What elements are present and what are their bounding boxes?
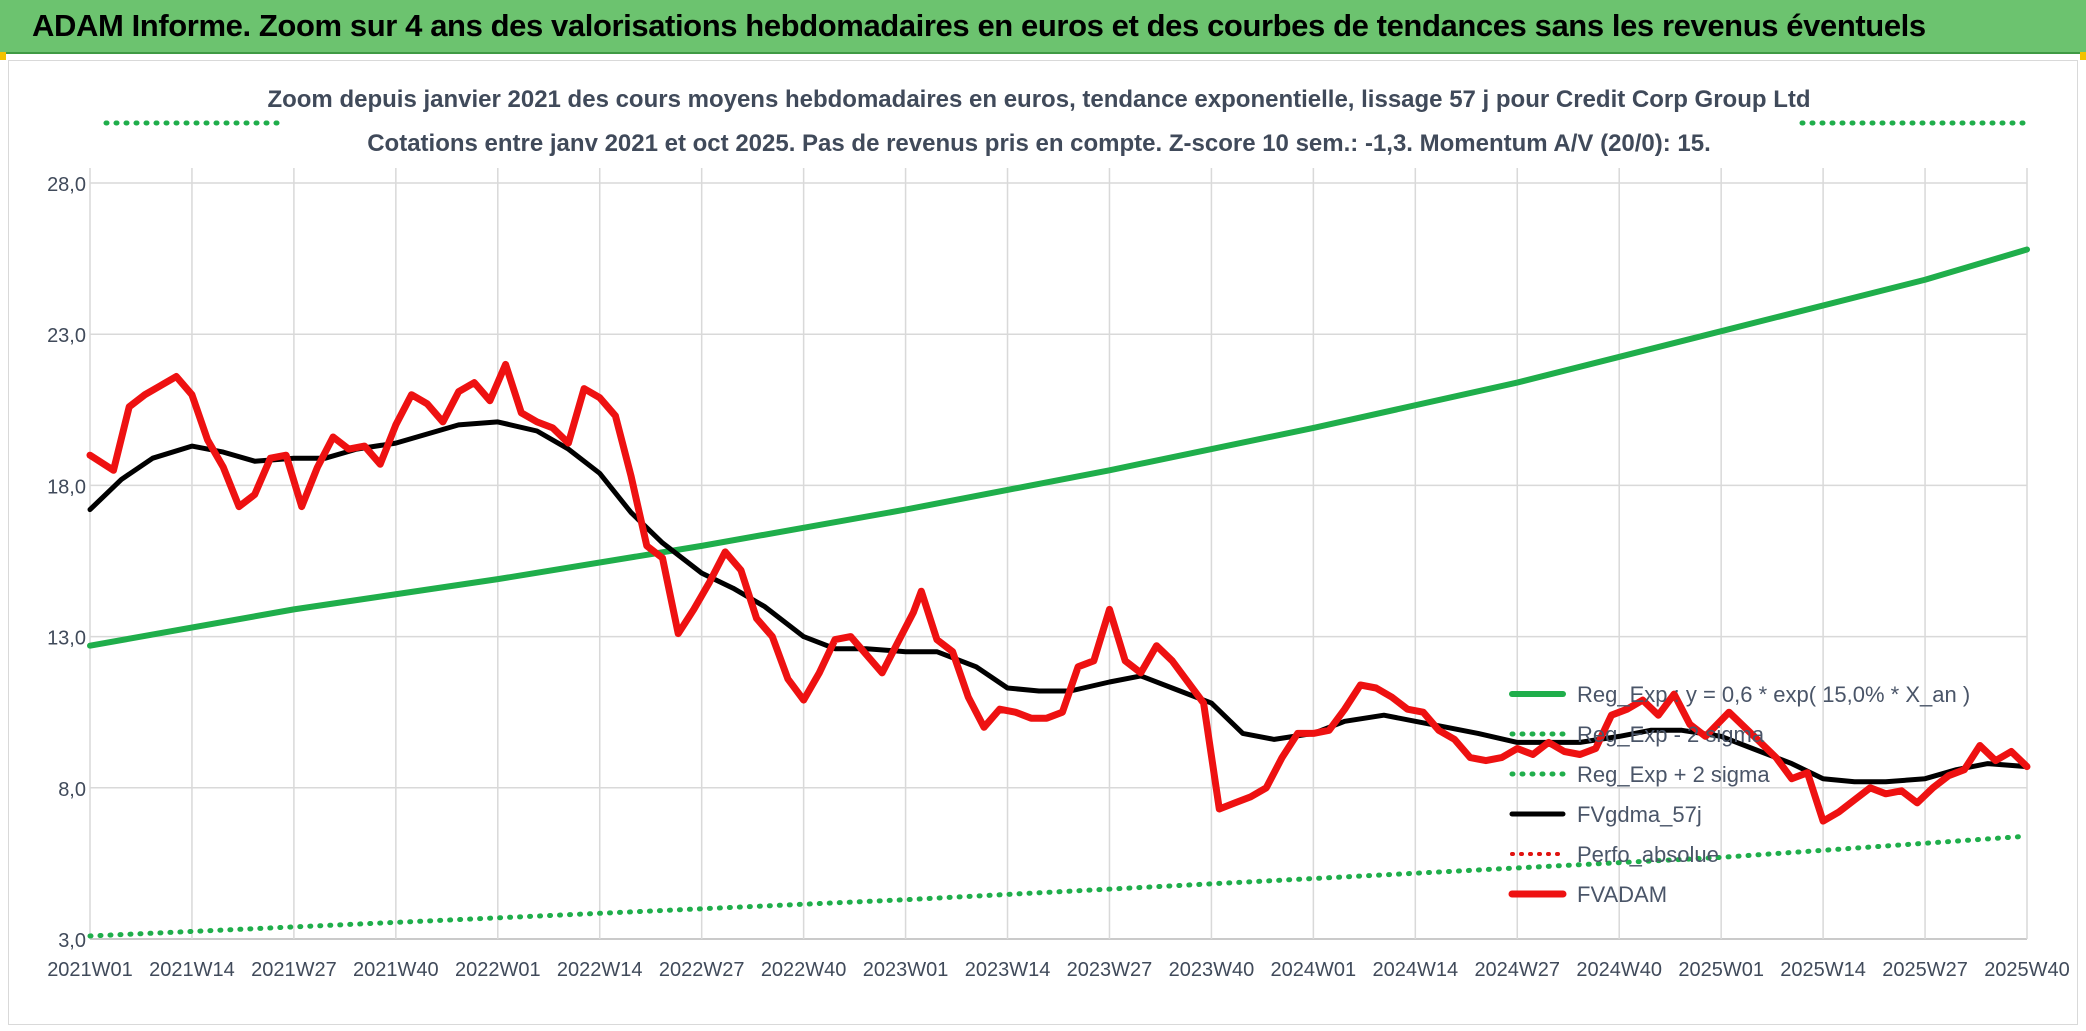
y-tick-label: 13,0: [47, 628, 86, 650]
header-corner-right: [2080, 52, 2086, 60]
y-tick-label: 8,0: [58, 779, 86, 801]
y-tick-label: 3,0: [58, 930, 86, 952]
x-tick-label: 2025W14: [1780, 959, 1866, 981]
x-tick-label: 2025W27: [1882, 959, 1968, 981]
y-tick-label: 28,0: [47, 174, 86, 196]
legend: Reg_Exp : y = 0,6 * exp( 15,0% * X_an ) R…: [1508, 682, 1970, 907]
x-tick-label: 2025W40: [1984, 959, 2070, 981]
x-tick-label: 2024W40: [1576, 959, 1662, 981]
x-tick-label: 2022W14: [557, 959, 643, 981]
x-tick-label: 2022W27: [659, 959, 745, 981]
legend-label: FVgdma_57j: [1577, 802, 1702, 827]
series-layer: [86, 120, 2031, 939]
x-tick-label: 2024W27: [1474, 959, 1560, 981]
x-tick-label: 2021W40: [353, 959, 439, 981]
header-corner-left: [0, 52, 6, 60]
x-tick-label: 2025W01: [1678, 959, 1764, 981]
x-tick-label: 2021W01: [47, 959, 133, 981]
legend-label: Perfo_absolue: [1577, 842, 1719, 867]
legend-label: Reg_Exp : y = 0,6 * exp( 15,0% * X_an ): [1577, 682, 1970, 707]
y-axis-ticks: 28,0 23,0 18,0 13,0 8,0 3,0: [47, 174, 86, 952]
x-tick-label: 2023W27: [1067, 959, 1153, 981]
y-tick-label: 23,0: [47, 325, 86, 347]
legend-label: FVADAM: [1577, 882, 1667, 907]
series-line-0: [87, 246, 2030, 649]
report-title: ADAM Informe. Zoom sur 4 ans des valoris…: [32, 8, 1926, 43]
x-tick-label: 2021W14: [149, 959, 235, 981]
grid-lines: [89, 168, 2028, 940]
series-line-5: [86, 360, 2031, 825]
x-axis-ticks: 2021W01 2021W14 2021W27 2021W40 2022W01 2022W…: [47, 959, 2070, 981]
x-tick-label: 2023W40: [1169, 959, 1255, 981]
chart-title: Zoom depuis janvier 2021 des cours moyen…: [267, 86, 1810, 113]
legend-label: Reg_Exp + 2 sigma: [1577, 762, 1770, 787]
x-tick-label: 2023W01: [863, 959, 949, 981]
y-tick-label: 18,0: [47, 476, 86, 498]
x-tick-label: 2024W01: [1271, 959, 1357, 981]
legend-label: Reg_Exp - 2 sigma: [1577, 722, 1765, 747]
series-line-1: [87, 833, 2030, 939]
header-bar: ADAM Informe. Zoom sur 4 ans des valoris…: [0, 0, 2086, 60]
x-tick-label: 2022W40: [761, 959, 847, 981]
x-tick-label: 2023W14: [965, 959, 1051, 981]
x-tick-label: 2024W14: [1373, 959, 1459, 981]
chart-frame: [8, 60, 2078, 1025]
x-tick-label: 2021W27: [251, 959, 337, 981]
chart-subtitle: Cotations entre janv 2021 et oct 2025. P…: [367, 130, 1711, 157]
x-tick-label: 2022W01: [455, 959, 541, 981]
